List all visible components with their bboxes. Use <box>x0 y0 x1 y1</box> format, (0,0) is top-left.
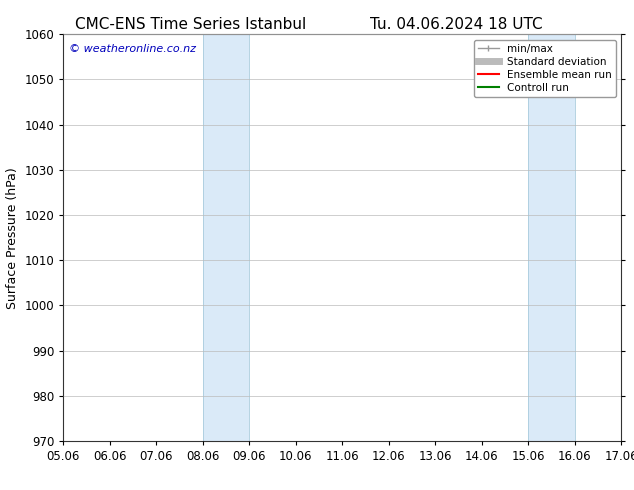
Bar <box>203 34 249 441</box>
Text: © weatheronline.co.nz: © weatheronline.co.nz <box>69 45 196 54</box>
Bar <box>528 34 575 441</box>
Legend: min/max, Standard deviation, Ensemble mean run, Controll run: min/max, Standard deviation, Ensemble me… <box>474 40 616 97</box>
Text: CMC-ENS Time Series Istanbul: CMC-ENS Time Series Istanbul <box>75 17 306 32</box>
Y-axis label: Surface Pressure (hPa): Surface Pressure (hPa) <box>6 167 19 309</box>
Text: Tu. 04.06.2024 18 UTC: Tu. 04.06.2024 18 UTC <box>370 17 543 32</box>
